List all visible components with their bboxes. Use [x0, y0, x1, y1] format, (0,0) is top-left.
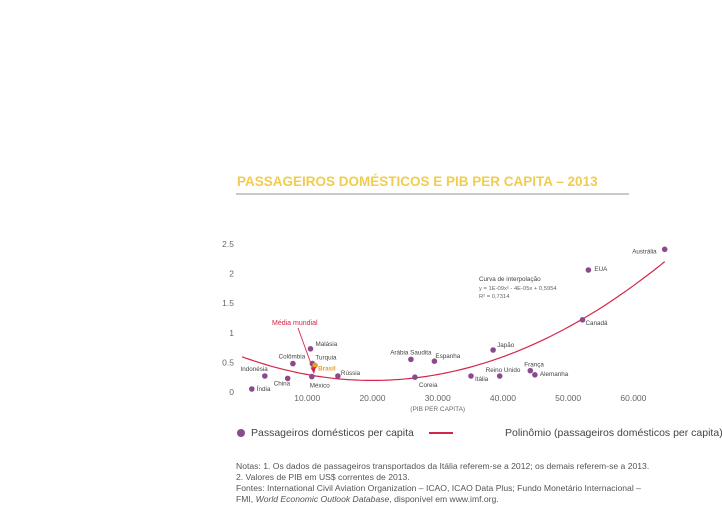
legend-marker-line: [429, 432, 453, 434]
y-tick-label: 0: [229, 387, 234, 397]
data-label: Turquia: [315, 355, 337, 362]
annotations: Curva de interpolação y = 1E-09x² - 4E-05…: [272, 276, 557, 374]
legend-label-points: Passageiros domésticos per capita: [251, 427, 414, 439]
world-average-arrow: [297, 327, 315, 373]
data-label: França: [524, 362, 544, 369]
data-label: Reino Unido: [486, 367, 521, 374]
data-label: China: [274, 380, 291, 387]
title-divider: [236, 193, 629, 195]
chart-title: PASSAGEIROS DOMÉSTICOS E PIB PER CAPITA …: [237, 174, 598, 189]
data-point: [408, 356, 414, 363]
x-tick-label: 10.000: [294, 393, 320, 403]
data-label: Alemanha: [540, 371, 569, 378]
legend-marker-dot: [237, 429, 245, 437]
y-tick-label: 1.5: [222, 298, 234, 308]
data-point: [579, 317, 586, 323]
data-label: EUA: [594, 266, 608, 273]
data-label: Japão: [497, 342, 515, 349]
y-tick-label: 1: [229, 328, 234, 338]
data-point: [284, 375, 291, 382]
y-tick-label: 2.5: [222, 239, 234, 249]
data-label: Rússia: [341, 370, 361, 377]
data-point: [309, 373, 315, 380]
data-label: Indonésia: [240, 366, 268, 373]
note-line: 2. Valores de PIB em US$ correntes de 20…: [236, 472, 410, 482]
note-line: Fontes: International Civil Aviation Org…: [236, 483, 641, 493]
data-label: Austrália: [632, 248, 657, 255]
x-tick-label: 40.000: [490, 393, 516, 403]
y-tick-label: 2: [229, 269, 234, 279]
data-point: [468, 373, 474, 379]
data-label: México: [310, 383, 330, 390]
data-point: [532, 372, 538, 378]
x-tick-label: 50.000: [555, 393, 581, 403]
data-point: [412, 374, 418, 381]
data-label: Canadá: [586, 320, 609, 327]
interpolation-title: Curva de interpolação: [479, 276, 541, 283]
data-label: Coreia: [419, 382, 438, 389]
data-point: [262, 373, 268, 379]
world-average-label: Média mundial: [272, 320, 318, 327]
data-label: Espanha: [435, 353, 460, 360]
data-label: Colômbia: [279, 354, 306, 361]
data-point: [490, 347, 496, 353]
interpolation-equation: y = 1E-09x² - 4E-05x + 0,5954: [479, 286, 557, 292]
data-point: [307, 346, 314, 352]
data-points: Índia Indonésia China Colômbia Malásia Turqui…: [240, 246, 668, 393]
x-tick-label: 30.000: [425, 393, 451, 403]
notes: Notas: 1. Os dados de passageiros transp…: [236, 461, 716, 505]
data-point: [496, 373, 503, 379]
data-point: [249, 386, 255, 392]
data-point: [290, 360, 296, 367]
x-axis-title: (PIB PER CAPITA): [410, 406, 465, 413]
data-label: Índia: [257, 384, 271, 393]
world-average-arrowhead: [310, 367, 316, 374]
legend: Passageiros domésticos per capita Polinô…: [236, 427, 722, 443]
y-axis: 0 0.5 1 1.5 2 2.5: [222, 239, 234, 397]
scatter-plot: 0 0.5 1 1.5 2 2.5 10.000 20.000 30.000 40.000 50.…: [222, 239, 668, 413]
data-label: Arábia Saudita: [390, 349, 432, 356]
x-tick-label: 20.000: [359, 393, 385, 403]
y-tick-label: 0.5: [222, 357, 234, 367]
interpolation-r2: R² = 0,7314: [479, 294, 510, 300]
data-point: [585, 267, 592, 273]
data-label: Malásia: [316, 341, 338, 348]
data-point: [431, 358, 438, 365]
data-label: Itália: [475, 376, 489, 383]
note-line: FMI, World Economic Outlook Database, di…: [236, 494, 499, 504]
data-point: [527, 367, 534, 374]
legend-label-trend: Polinômio (passageiros domésticos per ca…: [505, 427, 722, 439]
data-label: Brasil: [318, 365, 336, 372]
note-line: Notas: 1. Os dados de passageiros transp…: [236, 461, 650, 471]
x-axis: 10.000 20.000 30.000 40.000 50.000 60.000 (PIB…: [294, 393, 646, 413]
x-tick-label: 60.000: [620, 393, 646, 403]
data-point: [661, 246, 668, 253]
data-point: [335, 373, 341, 379]
data-point: [312, 362, 318, 369]
